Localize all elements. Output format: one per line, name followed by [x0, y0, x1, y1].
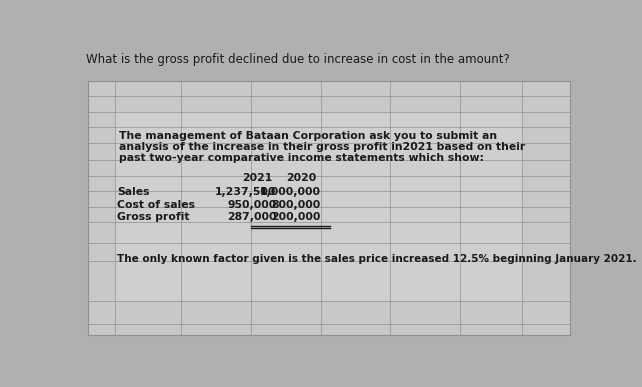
Text: 1,000,000: 1,000,000 — [259, 187, 320, 197]
Text: The only known factor given is the sales price increased 12.5% beginning January: The only known factor given is the sales… — [117, 254, 637, 264]
Text: The management of Bataan Corporation ask you to submit an: The management of Bataan Corporation ask… — [119, 131, 497, 141]
Bar — [115, 112, 522, 301]
Text: 2020: 2020 — [286, 173, 317, 183]
Text: 287,000: 287,000 — [227, 212, 276, 222]
Text: 1,237,500: 1,237,500 — [215, 187, 276, 197]
Bar — [88, 81, 570, 335]
Text: 800,000: 800,000 — [272, 200, 320, 210]
Text: What is the gross profit declined due to increase in cost in the amount?: What is the gross profit declined due to… — [87, 53, 510, 66]
Text: 200,000: 200,000 — [271, 212, 320, 222]
Text: 2021: 2021 — [242, 173, 272, 183]
Text: Cost of sales: Cost of sales — [117, 200, 195, 210]
Text: past two-year comparative income statements which show:: past two-year comparative income stateme… — [119, 153, 484, 163]
Text: 950,000: 950,000 — [227, 200, 276, 210]
Text: analysis of the increase in their gross profit in2021 based on their: analysis of the increase in their gross … — [119, 142, 525, 152]
Text: Sales: Sales — [117, 187, 150, 197]
Text: Gross profit: Gross profit — [117, 212, 190, 222]
